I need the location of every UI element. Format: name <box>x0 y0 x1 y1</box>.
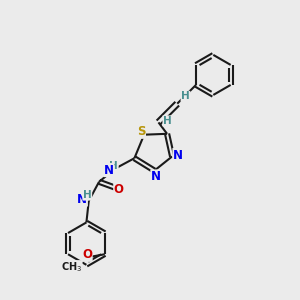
Text: N: N <box>173 148 183 161</box>
Text: N: N <box>151 170 161 183</box>
Text: O: O <box>82 248 92 261</box>
Text: CH$_3$: CH$_3$ <box>61 261 82 274</box>
Text: H: H <box>110 161 118 171</box>
Text: N: N <box>77 193 87 206</box>
Text: H: H <box>181 91 190 101</box>
Text: O: O <box>114 183 124 196</box>
Text: H: H <box>163 116 172 126</box>
Text: H: H <box>83 190 92 200</box>
Text: N: N <box>104 164 114 176</box>
Text: S: S <box>137 125 146 138</box>
